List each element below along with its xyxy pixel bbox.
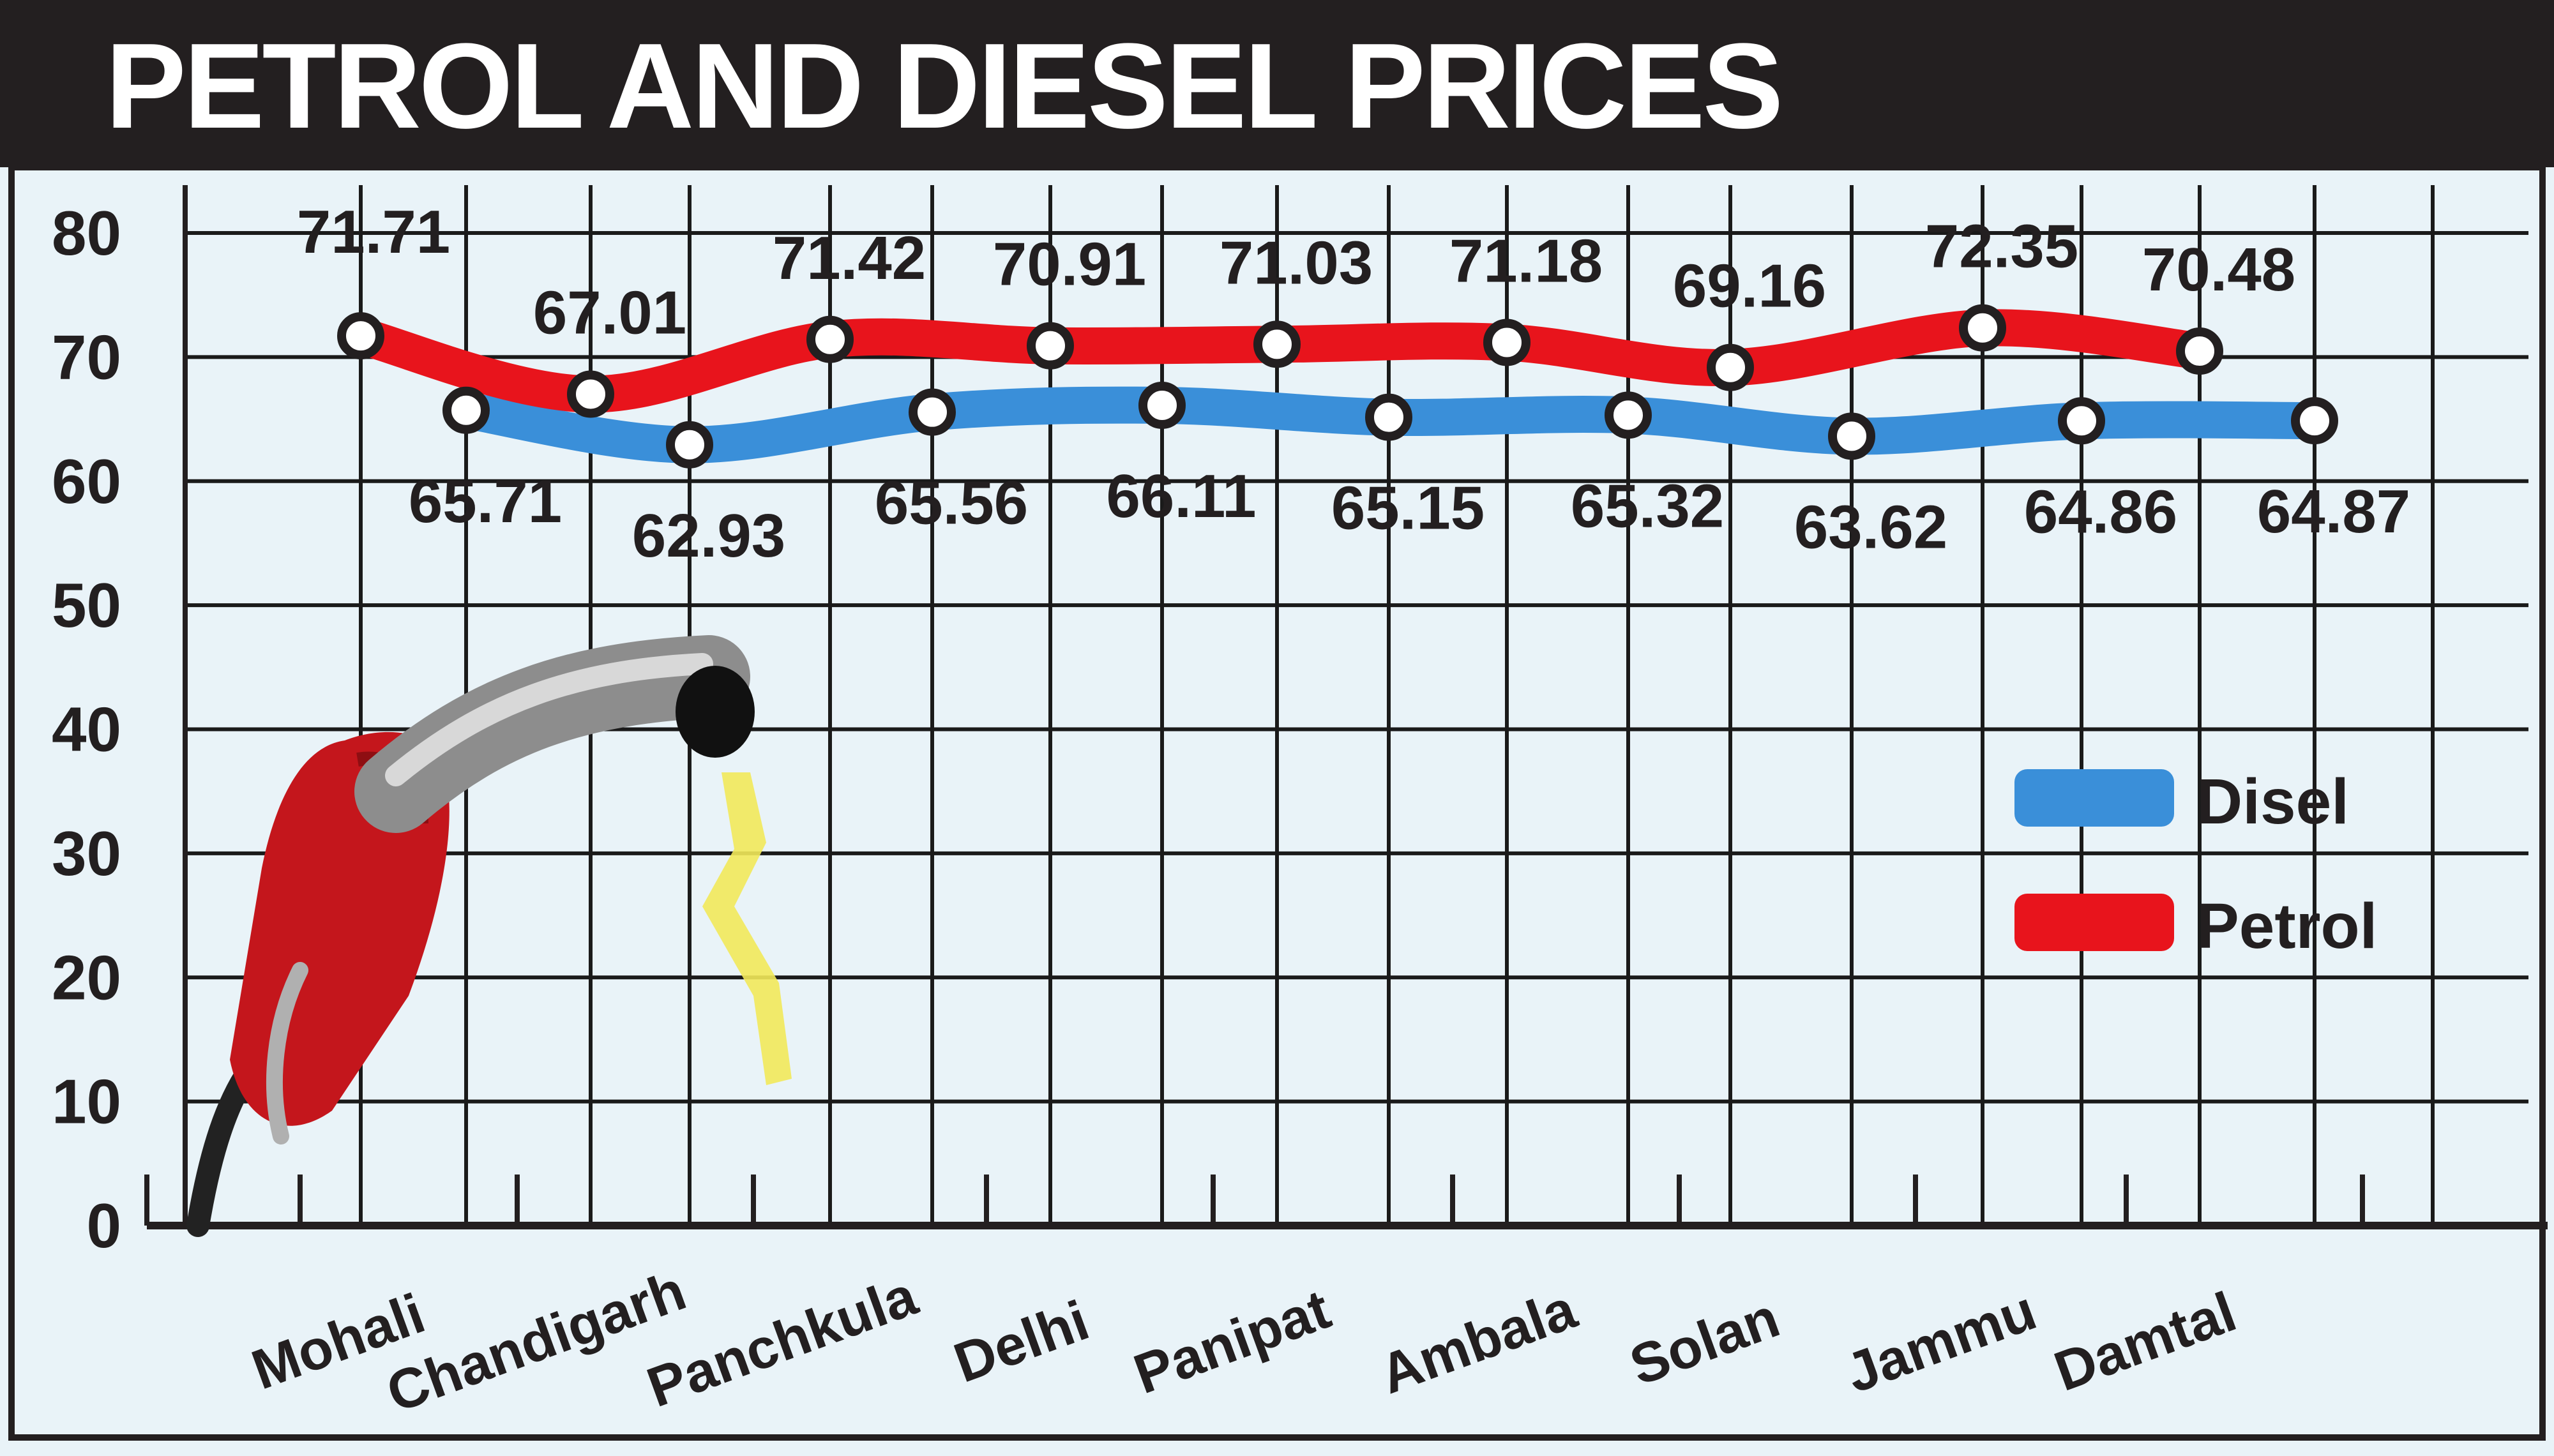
petrol-point-mohali — [337, 312, 384, 360]
axes — [144, 185, 2548, 1229]
diesel-value-label: 65.32 — [1571, 472, 1724, 540]
legend-label-petrol: Petrol — [2196, 890, 2377, 962]
category-label-solan: Solan — [1622, 1286, 1787, 1397]
category-label-jammu: Jammu — [1838, 1278, 2044, 1404]
diesel-point-panipat — [1365, 393, 1412, 441]
petrol-point-solan — [1707, 343, 1754, 391]
y-tick-label: 70 — [52, 322, 121, 392]
chart-title: PETROL AND DIESEL PRICES — [105, 19, 1783, 154]
petrol-value-label: 70.91 — [993, 230, 1146, 299]
petrol-point-delhi — [1027, 322, 1074, 370]
diesel-point-chandigarh — [666, 421, 713, 469]
petrol-value-label: 67.01 — [533, 278, 686, 347]
diesel-value-label: 64.87 — [2257, 477, 2410, 546]
category-label-panipat: Panipat — [1126, 1277, 1338, 1406]
petrol-value-label: 71.18 — [1449, 227, 1603, 295]
title-bar: PETROL AND DIESEL PRICES — [0, 0, 2554, 167]
data-markers — [337, 304, 2338, 469]
category-label-ambala: Ambala — [1371, 1277, 1585, 1406]
diesel-point-panchkula — [909, 388, 956, 436]
legend-label-diesel: Disel — [2196, 766, 2349, 837]
category-label-delhi: Delhi — [946, 1288, 1097, 1395]
legend-swatch-diesel — [2014, 769, 2174, 827]
petrol-value-label: 71.42 — [773, 224, 926, 292]
diesel-value-label: 66.11 — [1107, 462, 1257, 530]
petrol-value-label: 70.48 — [2142, 236, 2295, 304]
petrol-value-label: 72.35 — [1925, 213, 2078, 281]
chart-frame — [8, 164, 2546, 1441]
petrol-point-ambala — [1483, 319, 1530, 366]
data-labels: 65.71 62.93 65.56 66.11 65.15 65.32 63.62 64.86… — [297, 198, 2410, 570]
diesel-point-delhi — [1138, 381, 1186, 429]
petrol-point-panchkula — [806, 315, 854, 363]
y-tick-label: 0 — [86, 1190, 121, 1261]
y-axis-ticks: 0 10 20 30 40 50 60 70 80 — [52, 198, 121, 1261]
diesel-value-label: 65.56 — [875, 469, 1028, 537]
y-tick-label: 30 — [52, 818, 121, 889]
y-tick-label: 40 — [52, 694, 121, 765]
diesel-point-damtal — [2291, 397, 2338, 445]
legend-swatch-petrol — [2014, 894, 2174, 951]
category-label-damtal: Damtal — [2046, 1280, 2244, 1403]
y-tick-label: 10 — [52, 1067, 121, 1137]
diesel-value-label: 64.86 — [2024, 477, 2177, 546]
diesel-point-jammu — [2058, 397, 2105, 445]
legend: Disel Petrol — [2014, 766, 2377, 962]
petrol-value-label: 71.71 — [297, 198, 450, 266]
petrol-point-chandigarh — [567, 370, 614, 418]
fuel-nozzle-icon — [186, 635, 792, 1237]
petrol-value-label: 69.16 — [1673, 252, 1826, 320]
diesel-value-label: 63.62 — [1794, 493, 1947, 561]
y-tick-label: 80 — [52, 198, 121, 268]
diesel-value-label: 65.71 — [409, 467, 562, 536]
diesel-value-label: 62.93 — [632, 502, 785, 570]
petrol-point-damtal — [2176, 327, 2223, 375]
diesel-value-label: 65.15 — [1331, 474, 1485, 543]
diesel-point-solan — [1828, 412, 1875, 460]
diesel-point-mohali — [442, 386, 490, 434]
y-tick-label: 50 — [52, 570, 121, 640]
y-tick-label: 60 — [52, 446, 121, 516]
diesel-point-ambala — [1605, 391, 1652, 439]
y-tick-label: 20 — [52, 942, 121, 1012]
petrol-point-panipat — [1253, 320, 1301, 368]
petrol-value-label: 71.03 — [1220, 229, 1373, 297]
petrol-point-jammu — [1959, 304, 2006, 352]
